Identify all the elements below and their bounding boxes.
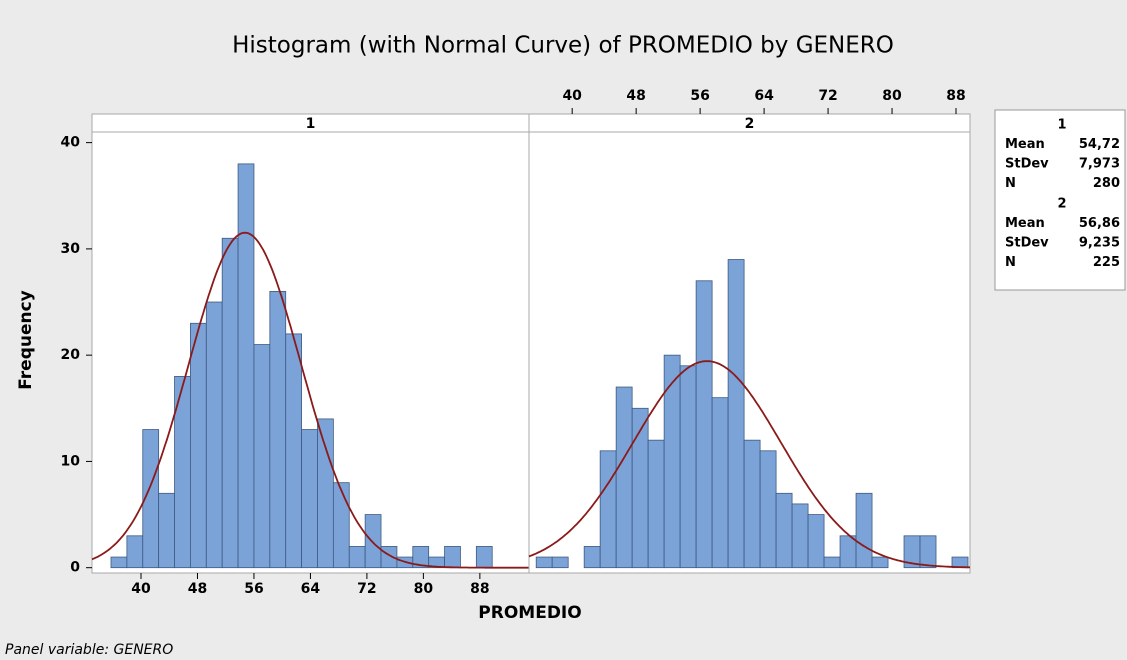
footnote: Panel variable: GENERO (5, 642, 173, 658)
bar (253, 344, 271, 569)
bar (364, 514, 382, 569)
bar (237, 163, 255, 569)
legend-stat-name: StDev (1005, 157, 1049, 172)
x-tick-label: 48 (188, 581, 207, 597)
bar (775, 492, 793, 569)
bar (475, 546, 493, 569)
x-tick-label: 80 (414, 581, 434, 597)
bar (158, 492, 175, 569)
y-tick-label: 10 (61, 453, 81, 469)
x-tick-label: 56 (244, 581, 263, 597)
chart-title: Histogram (with Normal Curve) of PROMEDI… (232, 33, 894, 59)
bar (663, 354, 681, 569)
x-axis-label: PROMEDIO (478, 603, 581, 623)
legend-stat-value: 7,973 (1079, 157, 1120, 172)
x-tick-label: 40 (562, 88, 582, 104)
x-tick-label: 72 (357, 581, 376, 597)
bar (615, 386, 633, 569)
y-axis-label: Frequency (16, 290, 36, 390)
x-tick-label: 80 (882, 88, 902, 104)
bar (839, 535, 857, 569)
legend-box (994, 109, 1126, 291)
y-tick-label: 40 (61, 135, 81, 151)
panel-label: 2 (745, 116, 755, 132)
x-tick-label: 48 (626, 88, 645, 104)
x-tick-label: 64 (754, 88, 774, 104)
legend-stat-name: Mean (1005, 216, 1045, 231)
legend-group-title: 2 (1057, 197, 1066, 212)
bar (126, 535, 144, 569)
bar (855, 492, 873, 569)
legend-stat-name: N (1005, 176, 1016, 191)
x-tick-label: 88 (470, 581, 489, 597)
legend-stat-value: 280 (1093, 176, 1120, 191)
bar (727, 259, 745, 569)
bar (205, 301, 223, 569)
x-tick-label: 64 (301, 581, 321, 597)
legend-stat-value: 56,86 (1079, 216, 1120, 231)
bar (444, 546, 461, 569)
bar (317, 418, 334, 569)
bar (919, 535, 937, 569)
y-tick-label: 0 (70, 560, 80, 576)
bar (221, 237, 239, 569)
x-tick-label: 56 (690, 88, 709, 104)
bar (871, 556, 889, 569)
bar (285, 333, 303, 569)
bar (807, 514, 825, 569)
x-tick-label: 72 (818, 88, 837, 104)
legend-stat-value: 225 (1093, 255, 1120, 270)
bar (301, 429, 318, 569)
bar (535, 556, 553, 569)
normal-curve (91, 231, 529, 569)
bar (332, 482, 350, 569)
y-tick-label: 30 (61, 241, 81, 257)
bar (823, 556, 841, 569)
bar (190, 322, 207, 569)
bar (110, 556, 128, 569)
bar (679, 365, 697, 569)
legend-stat-name: StDev (1005, 236, 1049, 251)
normal-curve (528, 360, 970, 569)
legend-stat-name: Mean (1005, 137, 1045, 152)
bar (599, 450, 617, 569)
panel-label: 1 (306, 116, 316, 132)
legend-group-title: 1 (1057, 118, 1066, 133)
x-tick-label: 40 (131, 581, 151, 597)
bar (551, 556, 569, 569)
legend-stat-value: 9,235 (1079, 236, 1120, 251)
bar (647, 439, 665, 569)
bar (711, 397, 729, 569)
bar (759, 450, 777, 569)
y-tick-label: 20 (61, 347, 81, 363)
bar (791, 503, 809, 569)
bar (695, 280, 713, 569)
bar (348, 546, 366, 569)
legend-stat-name: N (1005, 255, 1016, 270)
bar (583, 546, 601, 569)
legend-stat-value: 54,72 (1079, 137, 1120, 152)
bar (269, 290, 287, 569)
x-tick-label: 88 (946, 88, 965, 104)
bar (743, 439, 761, 569)
